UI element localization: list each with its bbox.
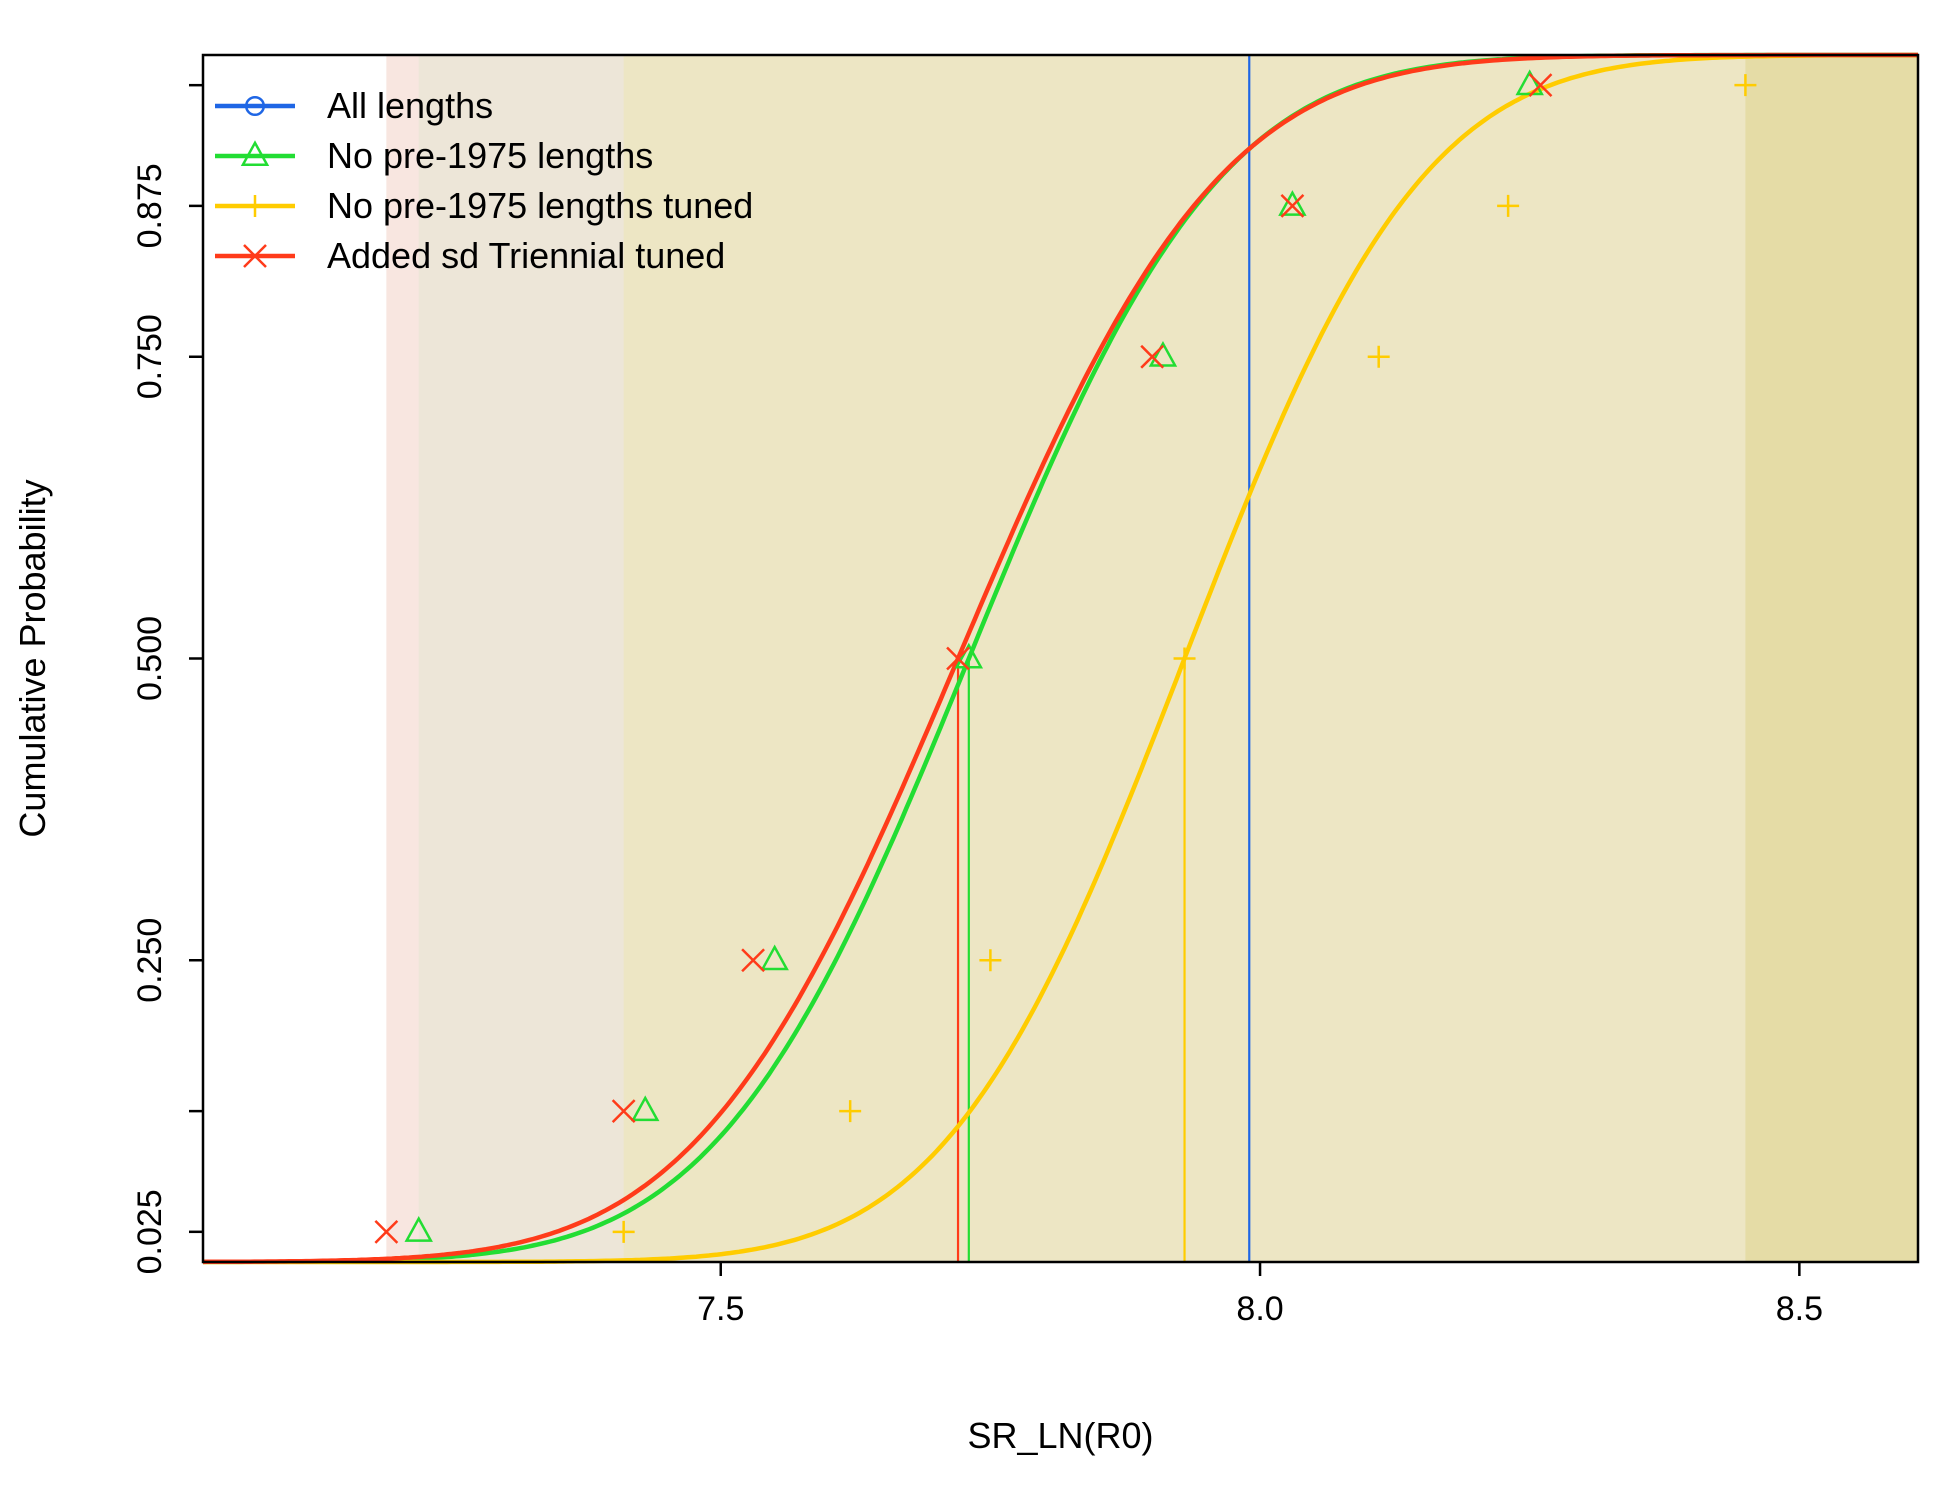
marker-3-2 [839, 1100, 862, 1123]
marker-4-6 [1280, 193, 1305, 218]
legend: All lengths No pre-1975 lengths No pre-197… [215, 85, 753, 276]
marker-4-3 [741, 948, 765, 973]
legend-label-2: No pre-1975 lengths [327, 135, 653, 176]
legend-label-1: All lengths [327, 85, 493, 126]
y-tick-label-4: 0.750 [131, 314, 169, 399]
y-tick-label-3: 0.500 [131, 616, 169, 701]
marker-2-7 [1515, 69, 1544, 96]
median-lines [956, 55, 1251, 1262]
marker-3-1 [612, 1220, 635, 1243]
x-tick-label-2: 8.0 [1236, 1290, 1283, 1328]
marker-4-1 [374, 1219, 399, 1244]
marker-4-5 [1140, 344, 1165, 369]
marker-3-4 [1173, 647, 1196, 670]
marker-2-2 [631, 1095, 660, 1122]
x-axis-title: SR_LN(R0) [967, 1415, 1153, 1456]
marker-4-4 [946, 646, 970, 671]
y-tick-label-5: 0.875 [131, 163, 169, 248]
shaded-interval-upper [1745, 55, 1918, 1262]
marker-3-3 [979, 949, 1002, 972]
marker-3-5 [1367, 345, 1390, 368]
legend-marker-1 [244, 95, 266, 117]
legend-marker-3 [244, 195, 266, 217]
marker-2-4 [954, 642, 984, 669]
legend-marker-2 [240, 140, 270, 167]
y-axis: 0.025 0.250 0.500 0.750 0.875 [131, 83, 203, 1274]
y-tick-label-1: 0.025 [131, 1189, 169, 1274]
shaded-interval-3 [623, 55, 1918, 1262]
x-tick-label-1: 7.5 [697, 1290, 744, 1328]
x-tick-label-3: 8.5 [1776, 1290, 1823, 1328]
marker-2-3 [760, 944, 789, 971]
marker-2-5 [1148, 340, 1178, 367]
y-tick-label-2: 0.250 [131, 918, 169, 1003]
y-axis-title: Cumulative Probability [12, 479, 53, 837]
legend-marker-4 [243, 244, 267, 268]
quantile-markers [374, 69, 1757, 1244]
marker-4-2 [611, 1099, 636, 1124]
marker-2-6 [1278, 190, 1307, 216]
x-axis: 7.5 8.0 8.5 [697, 1262, 1823, 1328]
legend-label-4: Added sd Triennial tuned [327, 235, 725, 276]
marker-3-7 [1734, 74, 1757, 97]
marker-3-6 [1497, 194, 1520, 217]
legend-label-3: No pre-1975 lengths tuned [327, 185, 753, 226]
marker-4-7 [1528, 73, 1553, 98]
marker-2-1 [404, 1216, 433, 1242]
shaded-intervals [386, 55, 1919, 1262]
